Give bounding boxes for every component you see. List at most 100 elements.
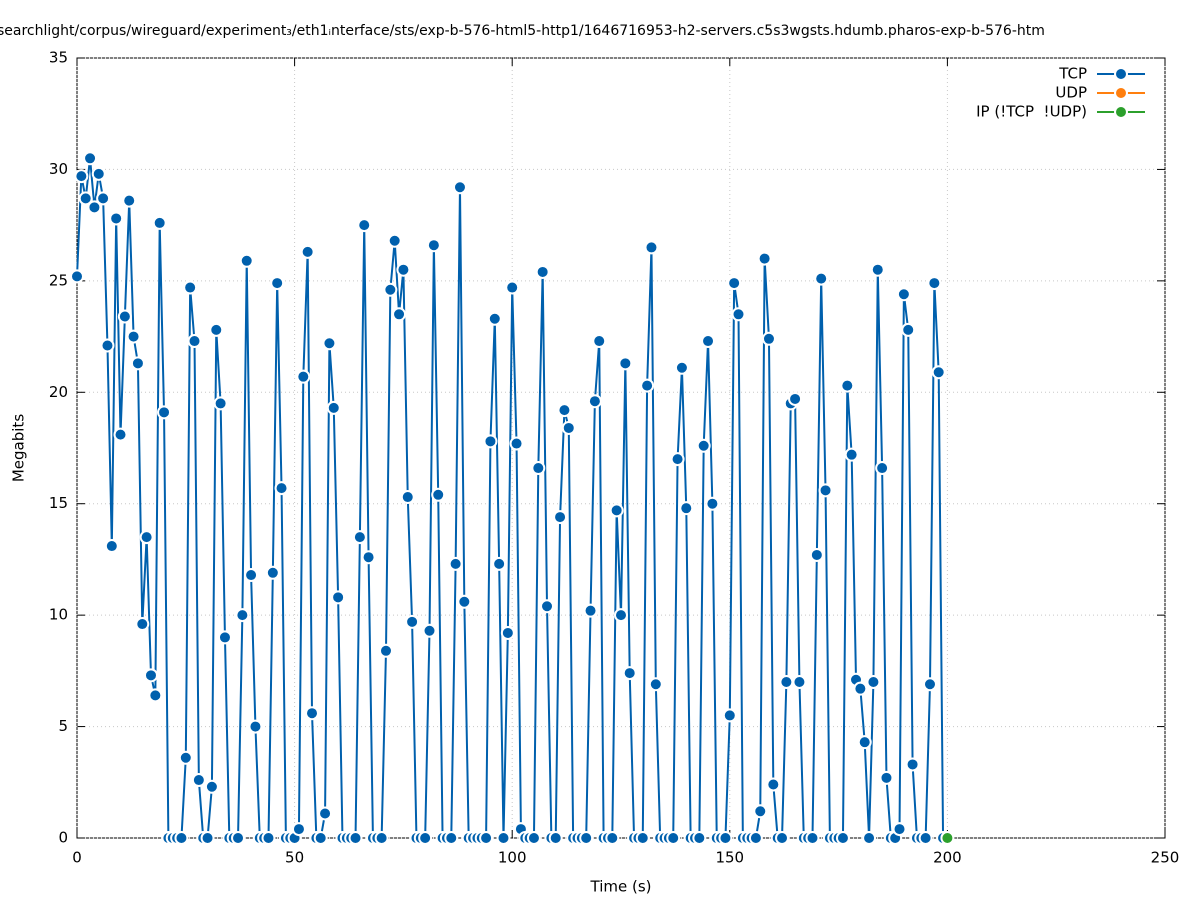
data-point [100, 338, 115, 353]
data-point [609, 503, 624, 518]
data-point [722, 708, 737, 723]
data-point [879, 770, 894, 785]
legend-marker [1114, 105, 1128, 119]
data-point [139, 530, 154, 545]
data-point [291, 822, 306, 837]
data-point [670, 452, 685, 467]
data-point [217, 630, 232, 645]
data-point [200, 831, 215, 845]
data-point [540, 599, 555, 614]
data-point [905, 757, 920, 772]
data-point [857, 735, 872, 750]
data-point [648, 677, 663, 692]
data-point [418, 831, 433, 845]
data-point [496, 831, 511, 845]
data-point [727, 276, 742, 291]
data-point [126, 329, 141, 344]
data-point [509, 436, 524, 451]
data-point [209, 322, 224, 337]
data-point [213, 396, 228, 411]
x-tick-label: 150 [715, 849, 744, 867]
data-point [692, 831, 707, 845]
data-point [187, 334, 202, 349]
data-point [122, 193, 137, 208]
data-point [705, 496, 720, 511]
y-axis-label: Megabits [10, 414, 28, 482]
data-point [853, 681, 868, 696]
data-point [761, 331, 776, 346]
data-point [113, 427, 128, 442]
data-point [117, 309, 132, 324]
data-point [426, 238, 441, 253]
data-point [157, 405, 172, 420]
data-point [405, 614, 420, 629]
data-point [130, 356, 145, 371]
data-point [396, 262, 411, 277]
data-point [91, 166, 106, 181]
data-point [444, 831, 459, 845]
data-point [352, 530, 367, 545]
data-point [805, 831, 820, 845]
x-tick-label: 100 [498, 849, 527, 867]
data-point [152, 215, 167, 230]
data-point [892, 822, 907, 837]
data-point [553, 510, 568, 525]
data-point [331, 590, 346, 605]
data-point [492, 556, 507, 571]
data-point [231, 831, 246, 845]
y-tick-label: 20 [49, 383, 68, 401]
data-point [896, 287, 911, 302]
data-point [387, 233, 402, 248]
data-point [901, 322, 916, 337]
y-tick-label: 5 [58, 717, 68, 735]
data-point [918, 831, 933, 845]
data-point [87, 200, 102, 215]
data-point [500, 625, 515, 640]
data-point [422, 623, 437, 638]
data-point [605, 831, 620, 845]
data-point [487, 311, 502, 326]
data-point [452, 180, 467, 195]
data-point [174, 831, 189, 845]
data-point [244, 568, 259, 583]
data-point [548, 831, 563, 845]
series-line [76, 158, 945, 839]
data-point [835, 831, 850, 845]
data-point [870, 262, 885, 277]
data-point [479, 831, 494, 845]
data-point [531, 461, 546, 476]
data-point [696, 438, 711, 453]
data-point [374, 831, 389, 845]
data-point [618, 356, 633, 371]
data-point [557, 403, 572, 418]
y-tick-label: 25 [49, 271, 68, 289]
data-point [383, 282, 398, 297]
y-tick-label: 35 [49, 49, 68, 67]
data-point [814, 271, 829, 286]
x-tick-label: 250 [1151, 849, 1180, 867]
data-point [235, 608, 250, 623]
data-point [348, 831, 363, 845]
data-point [731, 307, 746, 322]
data-point [74, 169, 89, 184]
data-point [674, 360, 689, 375]
data-point [866, 675, 881, 689]
data-point [840, 378, 855, 393]
data-point [109, 211, 124, 226]
data-point [178, 750, 193, 765]
data-point [862, 831, 877, 845]
data-point [83, 151, 98, 166]
data-point [70, 269, 84, 284]
data-point [583, 603, 598, 618]
data-point [753, 804, 768, 819]
y-tick-label: 15 [49, 494, 68, 512]
data-point [261, 831, 276, 845]
data-point [679, 501, 694, 516]
data-point [357, 218, 372, 233]
data-point [148, 688, 163, 703]
y-tick-label: 10 [49, 606, 68, 624]
data-point [592, 334, 607, 349]
x-axis-label: Time (s) [590, 878, 652, 896]
data-point [614, 608, 628, 623]
